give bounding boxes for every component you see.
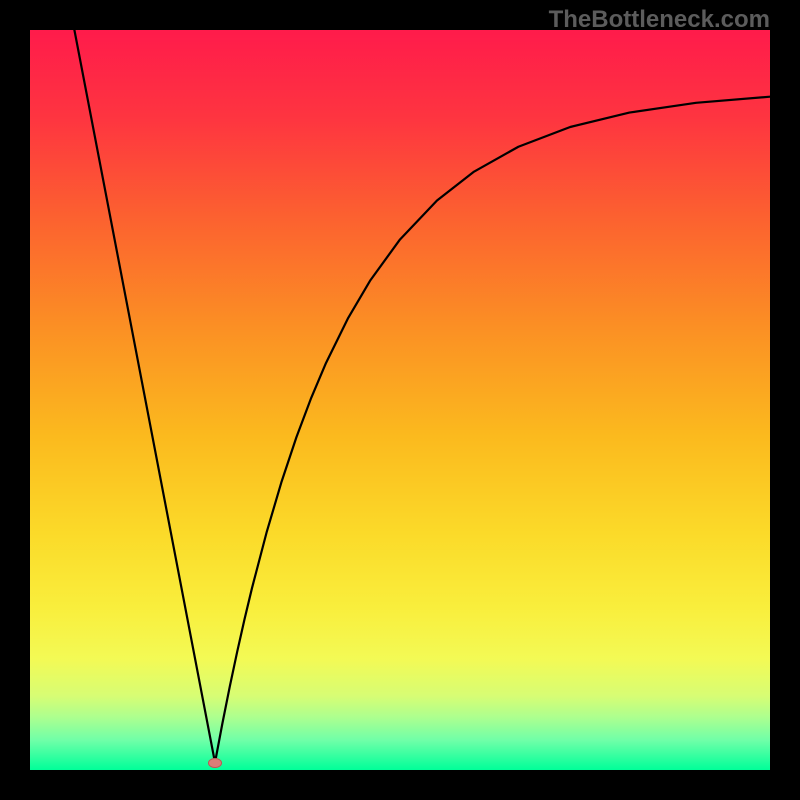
chart-container: TheBottleneck.com <box>0 0 800 800</box>
minimum-marker <box>208 758 222 768</box>
bottleneck-curve <box>74 30 770 763</box>
curve-layer <box>30 30 770 770</box>
watermark-label: TheBottleneck.com <box>549 6 770 34</box>
plot-area <box>30 30 770 770</box>
